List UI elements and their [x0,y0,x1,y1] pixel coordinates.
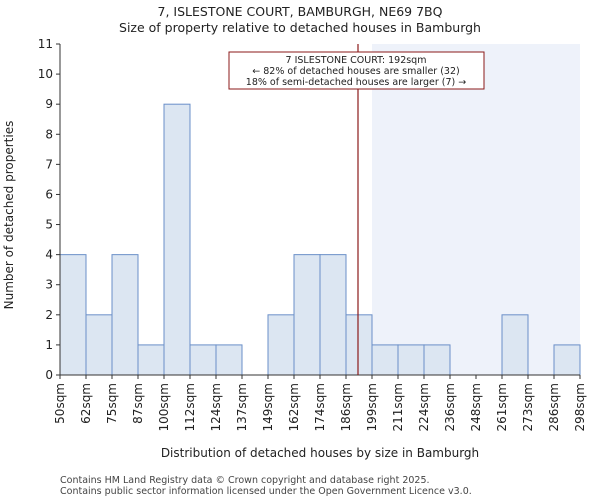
highlight-region [372,44,580,375]
x-tick-label-75sqm: 75sqm [105,383,119,424]
x-tick-label-50sqm: 50sqm [53,383,67,424]
annotation-line-2: ← 82% of detached houses are smaller (32… [252,66,459,77]
annotation-box [228,51,485,90]
bar-286sqm [553,344,581,376]
bar-174sqm [319,254,347,376]
y-tick-label: 3 [45,278,53,292]
x-tick-label-248sqm: 248sqm [469,383,483,431]
x-tick-label-124sqm: 124sqm [209,383,223,431]
x-tick-label-298sqm: 298sqm [573,383,587,431]
x-ticks-group: 50sqm 62sqm 75sqm 87sqm 100sqm 112sqm 124sqm 13… [53,375,587,431]
bar-149sqm [267,314,295,376]
y-tick-label: 1 [45,338,53,352]
bar-75sqm [111,254,139,376]
x-axis-label: Distribution of detached houses by size … [161,446,479,460]
annotation-line-3: 18% of semi-detached houses are larger (… [246,77,466,88]
x-tick-label-87sqm: 87sqm [131,383,145,424]
y-tick-label: 7 [45,157,53,171]
x-tick-label-224sqm: 224sqm [417,383,431,431]
x-tick-label-137sqm: 137sqm [235,383,249,431]
x-tick-label-236sqm: 236sqm [443,383,457,431]
bar-112sqm [189,344,217,376]
bar-162sqm [293,254,321,376]
y-tick-label: 10 [38,67,53,81]
bar-87sqm [137,344,165,376]
x-tick-label-199sqm: 199sqm [365,383,379,431]
y-tick-label: 0 [45,368,53,382]
y-axis-label: Number of detached properties [2,121,16,310]
bar-261sqm [501,314,529,376]
y-tick-label: 11 [38,37,53,51]
x-tick-label-100sqm: 100sqm [157,383,171,431]
x-tick-label-149sqm: 149sqm [261,383,275,431]
y-tick-label: 4 [45,248,53,262]
x-tick-label-162sqm: 162sqm [287,383,301,431]
bars-group [59,103,581,376]
x-tick-label-211sqm: 211sqm [391,383,405,431]
x-tick-label-261sqm: 261sqm [495,383,509,431]
x-tick-label-186sqm: 186sqm [339,383,353,431]
x-tick-label-174sqm: 174sqm [313,383,327,431]
bar-211sqm [397,344,425,376]
bar-186sqm [345,314,373,376]
y-tick-label: 9 [45,97,53,111]
y-tick-label: 8 [45,127,53,141]
footer-line-2: Contains public sector information licen… [60,486,472,497]
y-ticks-group: 0 1 2 3 4 5 6 7 8 9 10 11 [38,37,60,382]
footer-line-1: Contains HM Land Registry data © Crown c… [60,475,430,486]
bar-50sqm [59,254,87,376]
x-tick-label-286sqm: 286sqm [547,383,561,431]
bar-199sqm [371,344,399,376]
bar-62sqm [85,314,113,376]
x-tick-label-112sqm: 112sqm [183,383,197,431]
y-tick-label: 5 [45,218,53,232]
annotation-line-1: 7 ISLESTONE COURT: 192sqm [286,55,427,66]
x-tick-label-62sqm: 62sqm [79,383,93,424]
chart-title: 7, ISLESTONE COURT, BAMBURGH, NE69 7BQ [158,4,443,19]
y-tick-label: 6 [45,187,53,201]
bar-224sqm [423,344,451,376]
x-tick-label-273sqm: 273sqm [521,383,535,431]
y-tick-label: 2 [45,308,53,322]
chart-subtitle: Size of property relative to detached ho… [119,20,481,35]
bar-100sqm [163,103,191,376]
bar-124sqm [215,344,243,376]
